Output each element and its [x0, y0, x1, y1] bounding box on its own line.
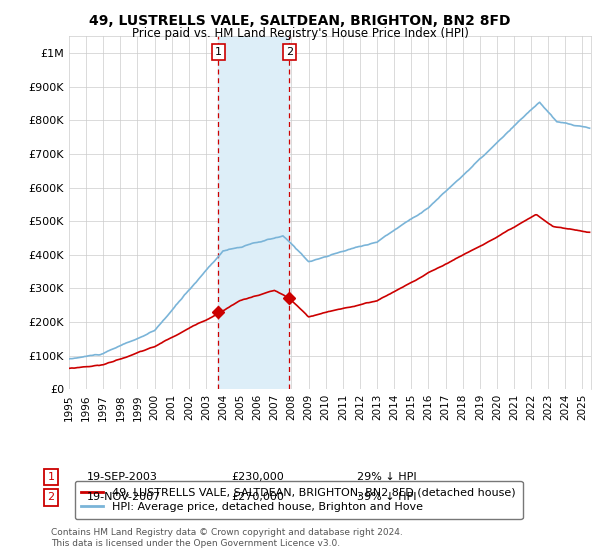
- Legend: 49, LUSTRELLS VALE, SALTDEAN, BRIGHTON, BN2 8FD (detached house), HPI: Average p: 49, LUSTRELLS VALE, SALTDEAN, BRIGHTON, …: [74, 481, 523, 519]
- Text: 2: 2: [286, 47, 293, 57]
- Text: 19-NOV-2007: 19-NOV-2007: [87, 492, 161, 502]
- Text: £230,000: £230,000: [231, 472, 284, 482]
- Text: 19-SEP-2003: 19-SEP-2003: [87, 472, 158, 482]
- Text: 2: 2: [47, 492, 55, 502]
- Text: 1: 1: [47, 472, 55, 482]
- Text: 1: 1: [215, 47, 222, 57]
- Text: Price paid vs. HM Land Registry's House Price Index (HPI): Price paid vs. HM Land Registry's House …: [131, 27, 469, 40]
- Text: 39% ↓ HPI: 39% ↓ HPI: [357, 492, 416, 502]
- Text: 49, LUSTRELLS VALE, SALTDEAN, BRIGHTON, BN2 8FD: 49, LUSTRELLS VALE, SALTDEAN, BRIGHTON, …: [89, 14, 511, 28]
- Text: 29% ↓ HPI: 29% ↓ HPI: [357, 472, 416, 482]
- Text: £270,000: £270,000: [231, 492, 284, 502]
- Text: Contains HM Land Registry data © Crown copyright and database right 2024.
This d: Contains HM Land Registry data © Crown c…: [51, 528, 403, 548]
- Bar: [218, 36, 289, 389]
